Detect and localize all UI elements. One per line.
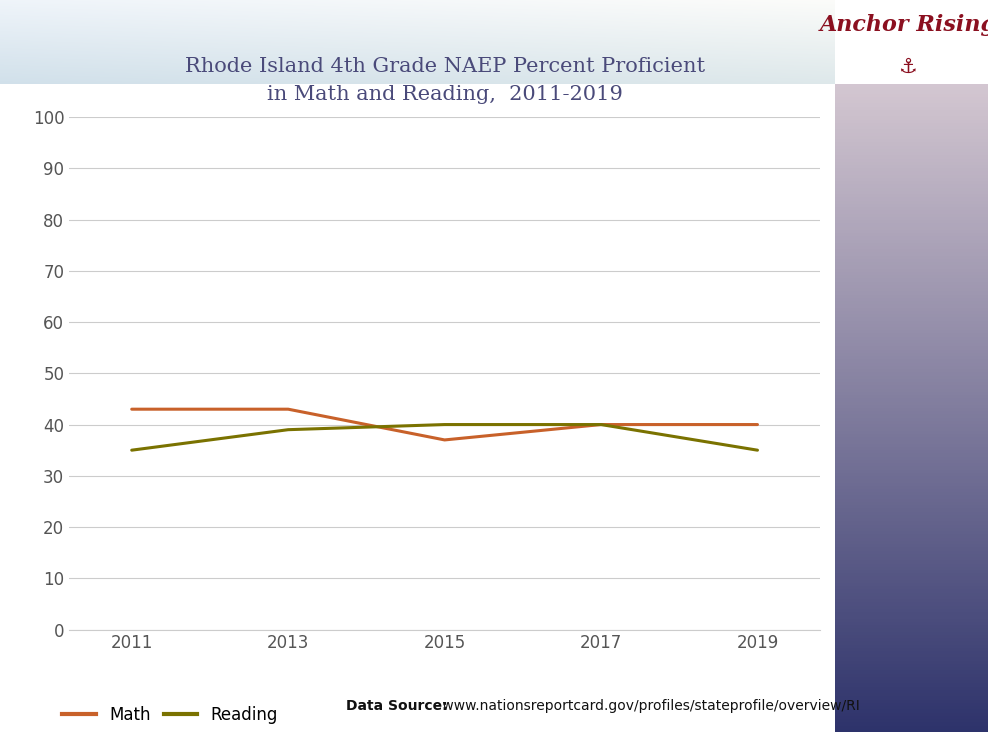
Text: ⚓: ⚓ [899,57,918,78]
Text: Anchor Rising: Anchor Rising [820,14,988,37]
Legend: Math, Reading: Math, Reading [62,706,278,724]
Text: www.nationsreportcard.gov/profiles/stateprofile/overview/RI: www.nationsreportcard.gov/profiles/state… [438,699,860,713]
Text: Data Source:: Data Source: [346,699,448,713]
Title: Rhode Island 4th Grade NAEP Percent Proficient
in Math and Reading,  2011-2019: Rhode Island 4th Grade NAEP Percent Prof… [185,57,704,105]
